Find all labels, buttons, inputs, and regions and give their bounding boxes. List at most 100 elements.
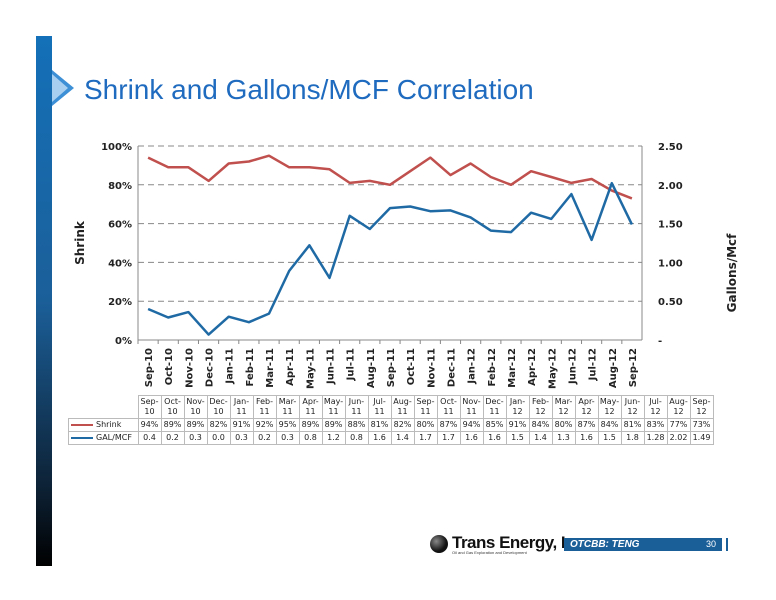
y-left-tick-label: 60% [108,220,132,231]
y-left-tick-label: 100% [101,142,132,153]
y-right-tick-label: - [658,336,662,347]
table-column-header: Feb- 11 [252,395,277,419]
table-cell: 89% [160,418,185,432]
table-cell: 1.5 [505,431,530,445]
footer: Trans Energy, Inc. Oil and Gas Explorati… [430,532,730,556]
table-column-header: Oct- 11 [436,395,461,419]
table-column-header: Jun- 11 [344,395,369,419]
table-cell: 1.6 [367,431,392,445]
table-header-row: Sep- 10 Oct- 10 Nov- 10 Dec- 10 Jan- 11 Feb- 11 Mar-… [68,395,714,419]
x-tick-label: Jul-11 [346,348,357,381]
table-cell: 84% [528,418,553,432]
table-cell: 84% [597,418,622,432]
table-corner [68,395,139,419]
x-tick-label: Mar-12 [507,348,518,388]
table-column-header: Aug- 11 [390,395,415,419]
table-column-header: May- 12 [597,395,622,419]
x-tick-label: Oct-10 [164,348,175,385]
x-tick-label: Jan-11 [225,348,236,385]
x-tick-label: Apr-11 [285,348,296,386]
table-cell: 73% [689,418,714,432]
series-line-shrink [147,154,633,200]
data-table: Sep- 10 Oct- 10 Nov- 10 Dec- 10 Jan- 11 Feb- 11 Mar-… [68,395,714,445]
table-cell: 83% [643,418,668,432]
x-tick-label: Dec-11 [446,348,457,387]
table-column-header: Oct- 10 [160,395,185,419]
y-left-tick-label: 40% [108,258,132,269]
table-cell: 95% [275,418,300,432]
table-cell: 89% [183,418,208,432]
table-body: Shrink 94% 89% 89% 82% 91% 92% 95% 89% 89% 88% 81% 8… [68,418,714,445]
table-cell: 82% [206,418,231,432]
table-cell: 1.28 [643,431,668,445]
table-cell: 80% [551,418,576,432]
table-cell: 89% [298,418,323,432]
table-cell: 88% [344,418,369,432]
y-left-tick-label: 20% [108,297,132,308]
table-cell: 81% [367,418,392,432]
x-tick-label: Oct-11 [406,348,417,385]
table-cell: 1.6 [482,431,507,445]
table-column-header: Jul- 11 [367,395,392,419]
x-tick-label: Dec-10 [205,348,216,387]
y-left-axis-title: Shrink [73,220,87,265]
table-cell: 0.4 [137,431,162,445]
x-tick-label: Aug-11 [366,348,377,388]
table-cell: 80% [413,418,438,432]
x-tick-label: Sep-12 [628,348,639,387]
y-right-tick-label: 2.50 [658,142,683,153]
table-cell: 1.4 [528,431,553,445]
ticker-symbol: OTCBB: TENG [570,539,640,550]
page-title: Shrink and Gallons/MCF Correlation [84,74,534,105]
company-tagline: Oil and Gas Exploration and Development [452,550,527,555]
table-cell: 0.2 [160,431,185,445]
series-line-gal-mcf [147,181,634,336]
table-cell: 0.0 [206,431,231,445]
table-cell: 0.8 [298,431,323,445]
y-right-tick-label: 1.50 [658,220,683,231]
footer-divider [726,538,728,551]
table-cell: 77% [666,418,691,432]
table-cell: 0.2 [252,431,277,445]
x-tick-label: Feb-12 [487,348,498,386]
y-right-tick-label: 0.50 [658,297,683,308]
x-tick-label: Aug-12 [608,348,619,388]
table-cell: 0.8 [344,431,369,445]
x-tick-label: May-12 [547,348,558,389]
table-column-header: Sep- 11 [413,395,438,419]
page-number: 30 [705,539,716,549]
table-cell: 0.3 [183,431,208,445]
x-tick-label: Sep-11 [386,348,397,387]
x-tick-label: Jan-12 [467,348,478,385]
table-cell: 91% [505,418,530,432]
side-bar [36,36,52,566]
y-left-tick-label: 0% [115,336,132,347]
y-left-tick-label: 80% [108,181,132,192]
x-tick-label: Jun-11 [326,348,337,385]
table-cell: 87% [436,418,461,432]
table-cell: 89% [321,418,346,432]
x-tick-label: Jun-12 [567,348,578,385]
x-tick-label: May-11 [305,348,316,389]
table-cell: 1.6 [459,431,484,445]
table-column-header: Jan- 11 [229,395,254,419]
logo-globe-icon [430,535,448,553]
x-tick-label: Nov-11 [426,348,437,388]
table-column-header: Jul- 12 [643,395,668,419]
company-logo-text: Trans Energy, Inc. [452,533,589,552]
table-column-header: Feb- 12 [528,395,553,419]
table-cell: 1.3 [551,431,576,445]
table-cell: 1.7 [436,431,461,445]
table-column-header: Nov- 10 [183,395,208,419]
table-cell: 94% [459,418,484,432]
ticker-bar: OTCBB: TENG 30 [564,538,722,551]
table-cell: 1.8 [620,431,645,445]
y-right-tick-label: 2.00 [658,181,683,192]
table-cell: 1.7 [413,431,438,445]
table-column-header: Sep- 12 [689,395,714,419]
table-cell: 1.2 [321,431,346,445]
table-cell: 81% [620,418,645,432]
table-cell: 0.3 [275,431,300,445]
legend-swatch [71,436,93,439]
